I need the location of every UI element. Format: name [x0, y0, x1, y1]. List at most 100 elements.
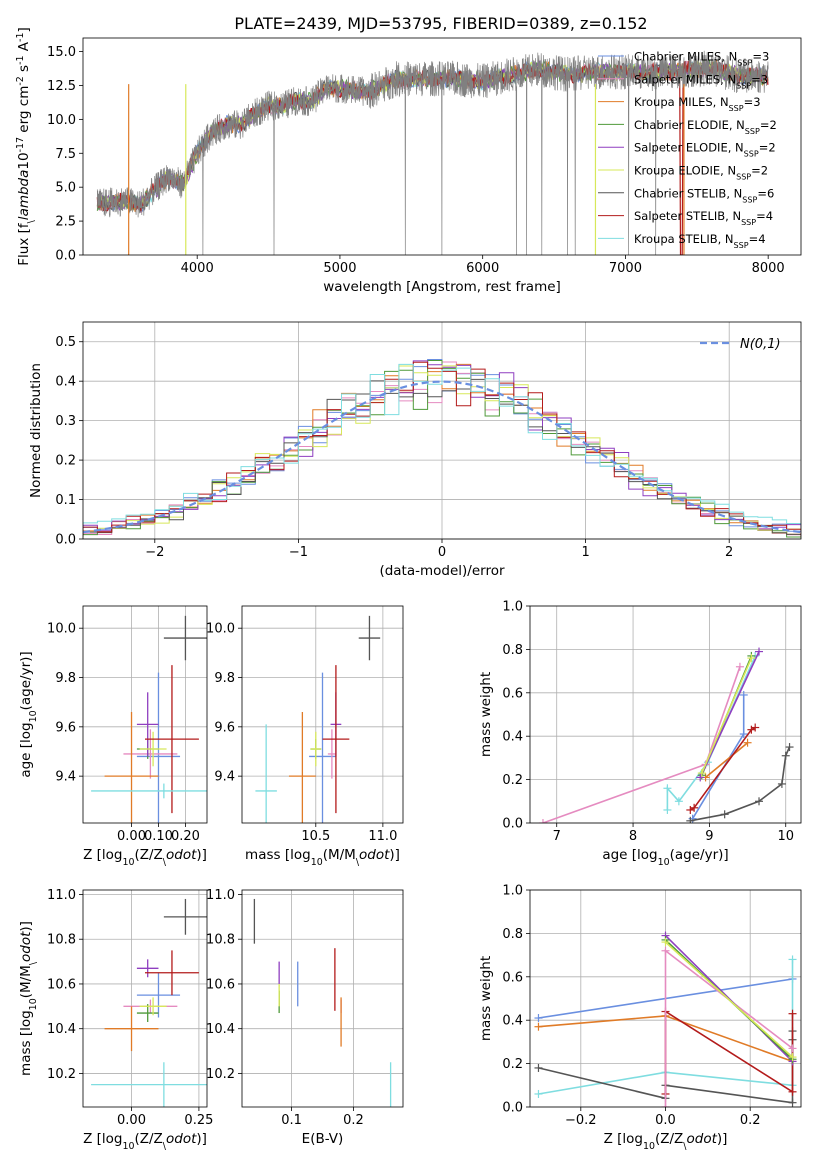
x-tick-label: −1	[289, 545, 308, 560]
y-tick-label: 0.2	[502, 773, 523, 788]
y-tick-label: 10.0	[206, 622, 235, 637]
legend-label: Salpeter MILES, NSSP=3	[634, 72, 768, 90]
legend-label: Kroupa ELODIE, NSSP=2	[634, 164, 768, 182]
mass-weight-line	[664, 941, 794, 1058]
legend-label: Kroupa STELIB, NSSP=4	[634, 232, 766, 250]
y-tick-label: 7.5	[55, 147, 76, 162]
y-tick-label: 11.0	[206, 888, 235, 903]
x-tick-label: 5000	[323, 261, 356, 276]
residuals-plot-area	[83, 359, 801, 538]
histogram-step	[83, 363, 801, 526]
y-axis-label: age [log10(age/yr)]	[18, 651, 39, 777]
y-tick-label: 1.0	[502, 600, 523, 615]
legend-label: Salpeter STELIB, NSSP=4	[634, 209, 773, 227]
mass-weight-line	[664, 1010, 794, 1094]
y-tick-label: 11.0	[47, 888, 76, 903]
x-tick-label: 0.00	[117, 1113, 146, 1128]
y-tick-label: 9.6	[214, 720, 235, 735]
y-tick-label: 0.5	[55, 335, 76, 350]
x-axis-label: Z [log10(Z/Z\odot)]	[83, 1131, 207, 1152]
x-tick-label: −2	[145, 545, 164, 560]
x-axis-label: wavelength [Angstrom, rest frame]	[323, 279, 561, 295]
age_vs_Z-axes: 0.000.100.20 9.4 9.6 9.8 10.0 Z [log10(Z/Z\od…	[18, 605, 208, 868]
y-axis-label: Normed distribution	[28, 363, 44, 498]
y-tick-label: 0.0	[55, 533, 76, 548]
x-tick-label: 10	[777, 829, 794, 844]
y-tick-label: 0.8	[502, 643, 523, 658]
y-tick-label: 10.4	[47, 1022, 76, 1037]
x-axis-label: (data-model)/error	[379, 563, 505, 579]
mass_vs_EBV-axes: 0.1 0.2 10.2 10.4 10.6 10.8 11.0 E(B-V)	[206, 888, 404, 1147]
y-tick-label: 9.4	[214, 770, 235, 785]
x-tick-label: 0.20	[171, 829, 200, 844]
massweight_vs_Z-axes: −0.2 0.0 0.2 0.0 0.2 0.4 0.6 0.8 1.0 Z [log10(Z/Z…	[478, 884, 802, 1152]
y-tick-label: 0.2	[55, 454, 76, 469]
y-tick-label: 0.6	[502, 686, 523, 701]
axes-frame	[82, 889, 208, 1108]
y-tick-label: 9.8	[214, 671, 235, 686]
x-axis-label: E(B-V)	[302, 1131, 344, 1147]
residuals-axes: −2 −1 0 1 2 0.0 0.1 0.2 0.3 0.4 0.5 (data-model)/er…	[28, 321, 802, 579]
massweight_vs_age-axes: 7 8 9 10 0.0 0.2 0.4 0.6 0.8 1.0 age [log10(age/yr…	[478, 600, 802, 868]
x-tick-label: 0.0	[655, 1113, 676, 1128]
legend-label: Chabrier MILES, NSSP=3	[634, 50, 769, 68]
y-tick-label: 5.0	[55, 181, 76, 196]
mass-weight-line	[699, 651, 760, 778]
y-tick-label: 10.8	[47, 933, 76, 948]
mass-weight-line	[701, 657, 753, 774]
y-tick-label: 10.2	[206, 1067, 235, 1082]
legend-label: Chabrier ELODIE, NSSP=2	[634, 118, 777, 136]
y-tick-label: 15.0	[47, 45, 76, 60]
y-tick-label: 10.6	[206, 977, 235, 992]
massweight_vs_Z-plot-area	[534, 931, 797, 1107]
x-tick-label: 7	[553, 829, 561, 844]
y-tick-label: 10.6	[47, 977, 76, 992]
mass-weight-line	[689, 726, 756, 811]
y-axis-label: mass [log10(M/M\odot)]	[18, 921, 39, 1076]
x-tick-label: 0	[438, 545, 446, 560]
axes-frame	[529, 605, 802, 824]
y-tick-label: 0.8	[502, 927, 523, 942]
x-tick-label: 6000	[466, 261, 499, 276]
x-tick-label: 0.1	[281, 1113, 302, 1128]
legend-label: Chabrier STELIB, NSSP=6	[634, 186, 774, 204]
y-tick-label: 0.4	[55, 375, 76, 390]
figure-title: PLATE=2439, MJD=53795, FIBERID=0389, z=0…	[234, 14, 647, 33]
axes-frame	[82, 37, 802, 256]
mass_vs_Z-axes: 0.00 0.25 10.2 10.4 10.6 10.8 11.0 Z [log10(Z/Z…	[18, 888, 213, 1152]
x-tick-label: 1	[581, 545, 589, 560]
axes-frame	[241, 889, 404, 1108]
y-tick-label: 10.0	[47, 113, 76, 128]
x-tick-label: −0.2	[565, 1113, 597, 1128]
y-tick-label: 0.1	[55, 493, 76, 508]
legend-label: N(0,1)	[740, 337, 781, 352]
axes-frame	[241, 605, 404, 824]
mass-weight-line	[664, 935, 794, 1062]
x-axis-label: Z [log10(Z/Z\odot)]	[83, 847, 207, 868]
x-tick-label: 7000	[609, 261, 642, 276]
x-tick-label: 9	[705, 829, 713, 844]
mass-weight-line	[690, 746, 791, 822]
y-tick-label: 9.8	[55, 671, 76, 686]
mass_vs_Z-plot-area	[91, 898, 207, 1107]
age_vs_mass-axes: 10.5 11.0 9.4 9.6 9.8 10.0 mass [log10(M/M\odo…	[206, 605, 404, 868]
x-tick-label: 8	[629, 829, 637, 844]
x-tick-label: 0.25	[184, 1113, 213, 1128]
y-tick-label: 2.5	[55, 215, 76, 230]
y-tick-label: 0.6	[502, 970, 523, 985]
y-tick-label: 1.0	[502, 884, 523, 899]
spectrum-axes: 4000 5000 6000 7000 8000 0.0 2.5 5.0 7.5 10.0 12.5…	[15, 27, 802, 295]
y-axis-label: Flux [f\lambda10-17 erg cm-2 s-1 A-1]	[15, 27, 37, 266]
age_vs_Z-plot-area	[91, 615, 207, 823]
x-tick-label: 0.00	[117, 829, 146, 844]
y-tick-label: 9.6	[55, 720, 76, 735]
legend-label: Salpeter ELODIE, NSSP=2	[634, 141, 776, 159]
x-axis-label: age [log10(age/yr)]	[602, 847, 728, 868]
gaussian-curve	[83, 380, 801, 534]
x-tick-label: 0.2	[740, 1113, 761, 1128]
mass-weight-line	[705, 742, 749, 779]
x-axis-label: Z [log10(Z/Z\odot)]	[604, 1131, 728, 1152]
spectrum-plot-area	[96, 50, 769, 255]
y-tick-label: 0.0	[55, 249, 76, 264]
